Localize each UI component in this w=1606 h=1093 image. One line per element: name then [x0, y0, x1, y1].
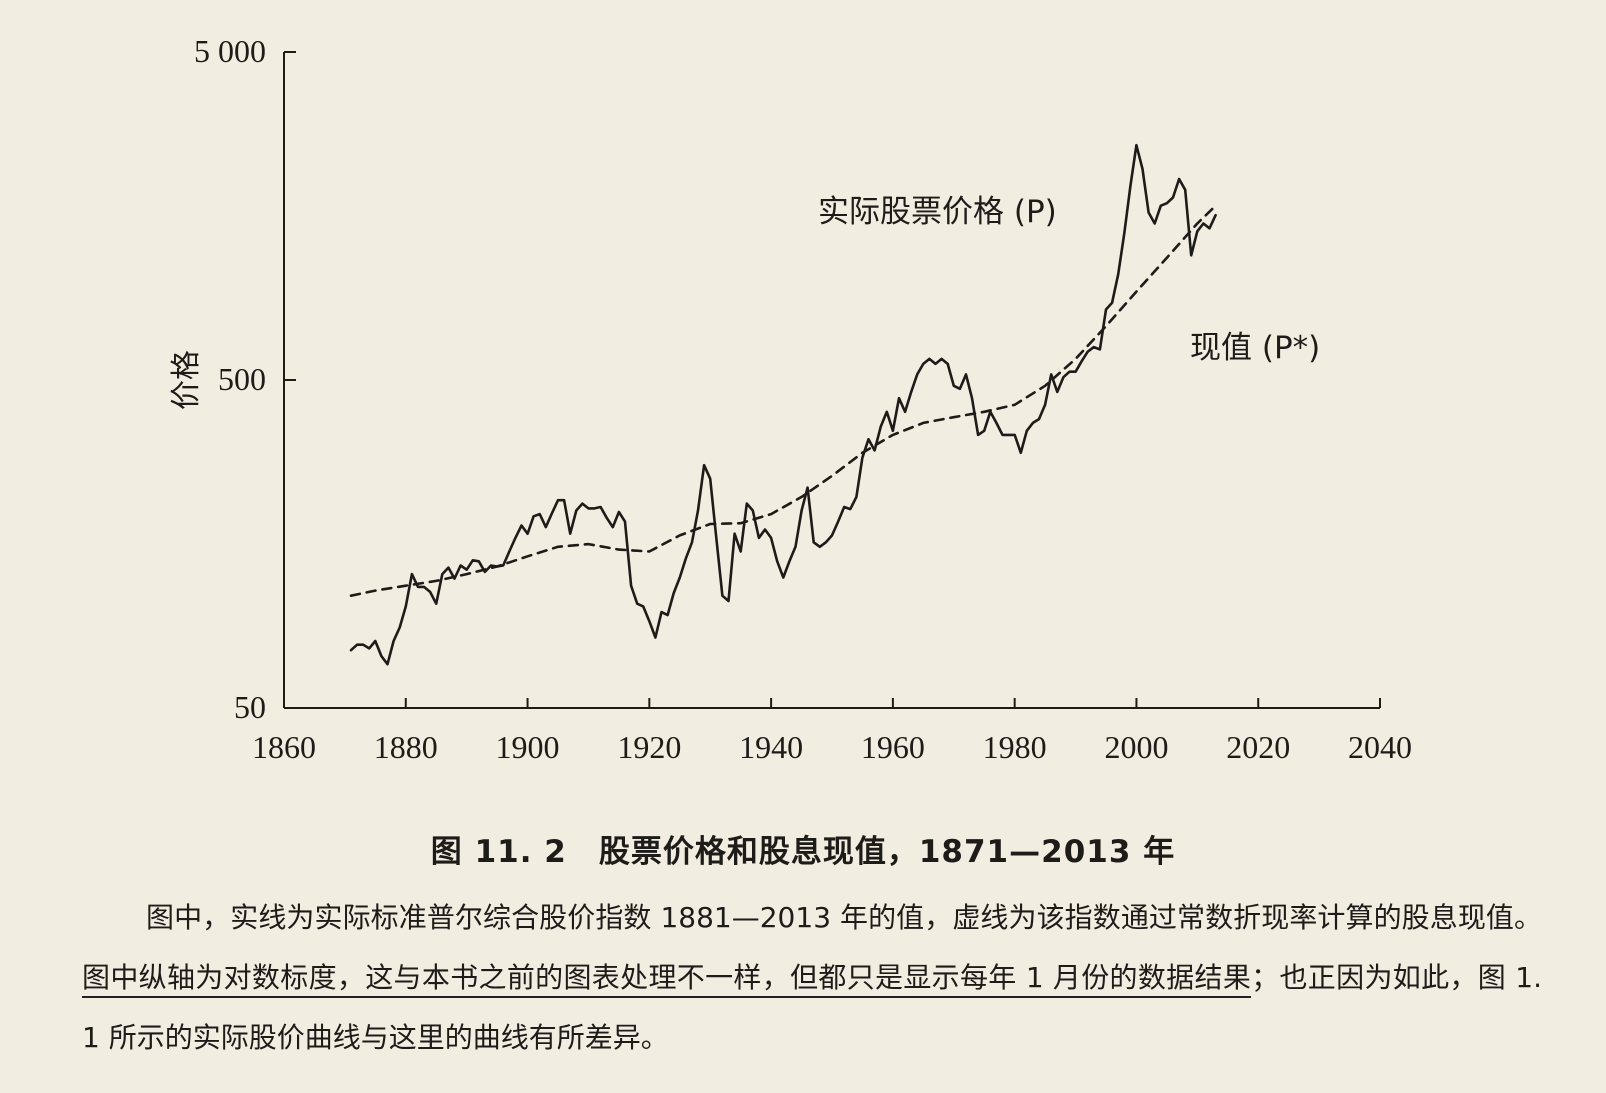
chart-ticks: 1860 1880 1900 1920 1940 1960 1980 2000 2020 2040…: [194, 33, 1412, 765]
x-tick-label: 2020: [1226, 729, 1290, 765]
x-tick-label: 2040: [1348, 729, 1412, 765]
caption-text-underlined: 图中纵轴为对数标度，这与本书之前的图表处理不一样，但都只是显示每年 1 月份的数…: [82, 961, 1252, 998]
y-tick-label: 500: [218, 361, 266, 397]
x-tick-label: 1860: [252, 729, 316, 765]
caption-text-tail: ；也正因为如此，图 1. 1 所示的实际股价曲线与这里的曲线有所差异。: [82, 961, 1542, 1054]
caption-paragraph: 图中，实线为实际标准普尔综合股价指数 1881—2013 年的值，虚线为该指数通…: [82, 888, 1542, 1068]
chart-axes: [283, 52, 1380, 709]
chart-series-layer: [349, 143, 1217, 666]
caption-text-plain: 图中，实线为实际标准普尔综合股价指数 1881—2013 年的值，虚线为该指数通…: [146, 901, 1542, 934]
x-tick-label: 1880: [374, 729, 438, 765]
x-tick-label: 1980: [983, 729, 1047, 765]
x-tick-label: 1900: [496, 729, 560, 765]
annotation-present-value: 现值 (P*): [1190, 330, 1320, 366]
figure-caption-body: 图中，实线为实际标准普尔综合股价指数 1881—2013 年的值，虚线为该指数通…: [82, 888, 1542, 1068]
x-tick-label: 2000: [1104, 729, 1168, 765]
chart: 1860 1880 1900 1920 1940 1960 1980 2000 2020 2040…: [169, 33, 1412, 765]
x-tick-label: 1920: [617, 729, 681, 765]
figure-caption-title: 图 11. 2 股票价格和股息现值，1871—2013 年: [430, 834, 1176, 870]
x-tick-label: 1940: [739, 729, 803, 765]
series-present-value-line: [349, 204, 1217, 597]
annotation-actual-price: 实际股票价格 (P): [818, 194, 1057, 230]
y-axis-label: 价格: [169, 350, 204, 410]
series-actual-price-line: [349, 143, 1217, 666]
x-tick-label: 1960: [861, 729, 925, 765]
y-tick-label: 5 000: [194, 33, 266, 69]
y-tick-label: 50: [234, 689, 266, 725]
